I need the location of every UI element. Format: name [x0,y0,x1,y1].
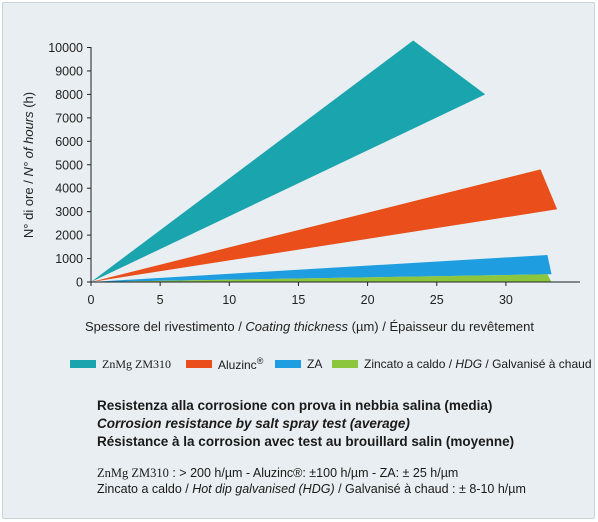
y-tick-label: 3000 [55,205,83,219]
caption-french: Résistance à la corrosion avec test au b… [97,434,515,449]
y-tick-label: 5000 [55,158,83,172]
chart-caption: Resistenza alla corrosione con prova in … [97,397,514,451]
x-axis-title: Spessore del rivestimento / Coating thic… [85,319,534,334]
x-tick-label: 25 [430,293,444,307]
legend-item-znmg: ZnMg ZM310 [70,354,171,374]
y-tick-label: 9000 [55,64,83,78]
resistance-notes: ZnMg ZM310 : > 200 h/µm - Aluzinc®: ±100… [97,465,526,497]
y-tick-label: 7000 [55,111,83,125]
legend-item-za: ZA [275,354,322,374]
legend-item-hdg: Zincato a caldo / HDG / Galvanisé à chau… [332,354,592,374]
notes-line-1: ZnMg ZM310 : > 200 h/µm - Aluzinc®: ±100… [97,466,459,480]
x-tick-label: 20 [361,293,375,307]
legend-label-za: ZA [307,357,323,371]
x-tick-label: 0 [88,293,95,307]
x-tick-label: 30 [499,293,513,307]
series-area-2 [91,255,552,282]
x-tick-label: 15 [291,293,305,307]
y-tick-label: 4000 [55,182,83,196]
y-tick-label: 6000 [55,135,83,149]
y-tick-label: 8000 [55,88,83,102]
legend: ZnMg ZM310 Aluzinc® ZA Zincato a caldo /… [70,354,592,374]
legend-swatch-aluzinc [186,360,212,368]
legend-label-znmg: ZnMg ZM310 [102,356,171,371]
notes-line-2: Zincato a caldo / Hot dip galvanised (HD… [97,482,526,496]
series-area-0 [91,40,486,282]
x-tick-label: 10 [222,293,236,307]
legend-label-hdg: Zincato a caldo / HDG / Galvanisé à chau… [364,357,592,371]
caption-english: Corrosion resistance by salt spray test … [97,416,410,431]
y-tick-label: 0 [76,276,83,290]
corrosion-chart: 0100020003000400050006000700080009000100… [21,40,580,334]
legend-swatch-za [275,360,301,368]
y-axis-title: N° di ore / N° of hours (h) [21,92,36,238]
y-tick-label: 2000 [55,229,83,243]
y-tick-label: 10000 [48,41,83,55]
legend-label-aluzinc: Aluzinc® [218,356,264,372]
legend-swatch-znmg [70,360,96,368]
legend-item-aluzinc: Aluzinc® [186,354,263,374]
y-tick-label: 1000 [55,252,83,266]
legend-swatch-hdg [332,360,358,368]
caption-italian: Resistenza alla corrosione con prova in … [97,398,493,413]
series-area-3 [91,274,552,282]
x-tick-label: 5 [157,293,164,307]
series-area-1 [91,169,558,282]
